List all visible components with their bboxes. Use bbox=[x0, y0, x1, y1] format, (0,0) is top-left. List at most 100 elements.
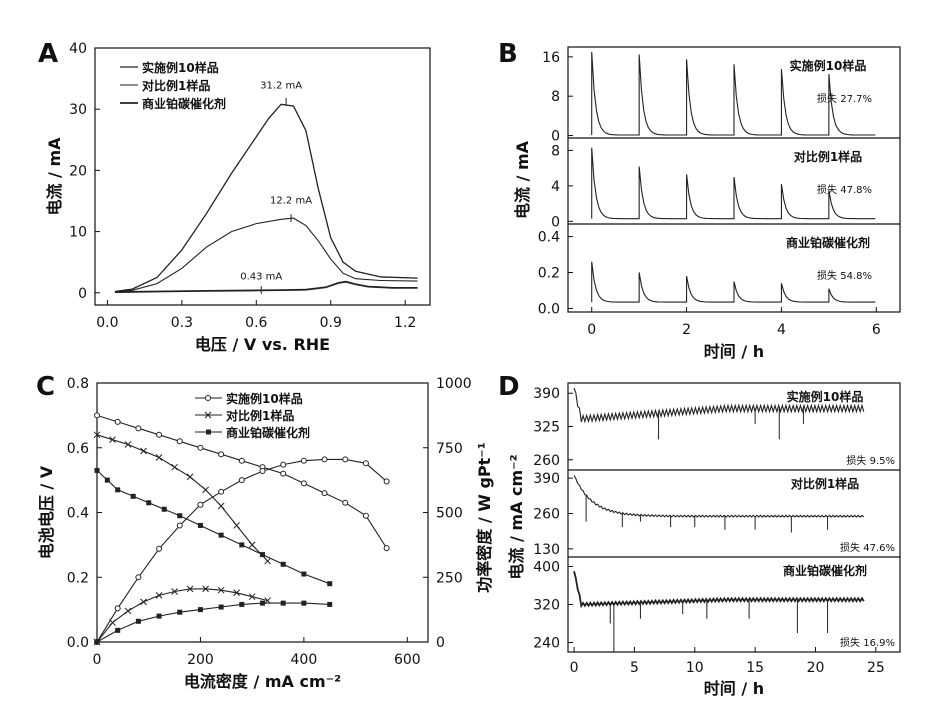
x-tick-label-d: 5 bbox=[630, 660, 639, 676]
data-point-c bbox=[342, 499, 349, 506]
data-point-c bbox=[218, 488, 225, 495]
y-axis-label-d: 电流 / mA cm⁻² bbox=[507, 454, 526, 579]
data-point-c bbox=[239, 542, 245, 548]
y-tick-label-b: 0 bbox=[551, 129, 560, 145]
x-tick-label-b: 0 bbox=[587, 322, 596, 338]
data-point-c bbox=[171, 588, 178, 595]
series-line-c-2 bbox=[96, 434, 269, 562]
x-tick-label-d: 20 bbox=[807, 660, 825, 676]
series-line-c-6 bbox=[96, 602, 330, 643]
data-point-c bbox=[233, 522, 240, 529]
y-tick-label-c: 0.8 bbox=[67, 376, 89, 392]
x-tick-label-b: 4 bbox=[777, 322, 786, 338]
data-point-c bbox=[140, 598, 147, 606]
data-point-c bbox=[171, 463, 178, 471]
x-tick-label-a: 0.3 bbox=[171, 315, 193, 331]
series-line-c-5 bbox=[96, 588, 268, 643]
data-point-c bbox=[177, 609, 183, 615]
x-tick-label-c: 600 bbox=[394, 652, 421, 668]
loss-label-b-3: 损失 54.8% bbox=[817, 269, 872, 282]
x-tick-label-b: 6 bbox=[872, 322, 881, 338]
legend-label-a-1: 实施例10样品 bbox=[142, 60, 219, 75]
data-point-c bbox=[362, 460, 369, 467]
data-point-c bbox=[280, 561, 286, 567]
data-point-c bbox=[327, 581, 333, 587]
panel-label-d: D bbox=[498, 372, 520, 402]
y-tick-label-b: 0.2 bbox=[538, 265, 560, 281]
plot-frame-b bbox=[567, 46, 901, 313]
y-tick-label-d: 400 bbox=[533, 560, 560, 576]
data-point-c bbox=[280, 600, 286, 606]
data-point-c bbox=[140, 447, 147, 455]
data-point-c bbox=[239, 601, 245, 607]
data-point-c bbox=[156, 431, 163, 438]
data-point-c bbox=[202, 486, 209, 494]
data-point-c bbox=[202, 585, 209, 593]
data-point-c bbox=[146, 500, 152, 506]
data-point-c bbox=[94, 467, 100, 473]
data-point-c bbox=[156, 545, 163, 552]
subplot-title-d-1: 实施例10样品 bbox=[787, 389, 864, 404]
legend-label-c-3: 商业铂碳催化剂 bbox=[226, 425, 310, 440]
series-line-a-2 bbox=[114, 217, 418, 293]
y-tick-label-b: 0.4 bbox=[538, 230, 560, 246]
data-point-c bbox=[248, 593, 256, 601]
data-point-c bbox=[321, 490, 328, 497]
data-point-c bbox=[301, 571, 307, 577]
data-point-c bbox=[176, 438, 183, 445]
data-point-c bbox=[238, 457, 245, 464]
y-tick-label-d: 325 bbox=[533, 420, 560, 436]
data-point-c bbox=[176, 522, 183, 529]
series-line-d-3 bbox=[573, 571, 865, 609]
y-tick-label-b: 0 bbox=[551, 214, 560, 230]
legend-marker-c bbox=[205, 395, 211, 401]
data-point-c bbox=[186, 473, 194, 481]
data-point-c bbox=[260, 600, 265, 606]
data-point-c bbox=[197, 444, 204, 451]
y-right-tick-label-c: 250 bbox=[436, 570, 463, 586]
data-point-c bbox=[135, 618, 141, 624]
x-tick-label-a: 0.6 bbox=[245, 315, 267, 331]
panel-label-a: A bbox=[38, 39, 58, 69]
y-tick-label-c: 0.0 bbox=[67, 635, 89, 651]
legend-label-a-3: 商业铂碳催化剂 bbox=[142, 96, 226, 111]
series-line-d-1 bbox=[573, 387, 865, 424]
y-tick-label-c: 0.2 bbox=[67, 570, 89, 586]
data-point-c bbox=[280, 461, 287, 468]
y-tick-label-d: 390 bbox=[533, 386, 560, 402]
data-point-c bbox=[115, 487, 121, 493]
annotation-a-2: 12.2 mA bbox=[270, 195, 312, 206]
loss-label-b-2: 损失 47.8% bbox=[817, 183, 872, 196]
y-tick-label-b: 4 bbox=[551, 179, 560, 195]
data-point-c bbox=[321, 456, 328, 463]
data-point-c bbox=[130, 493, 136, 499]
data-point-c bbox=[135, 425, 142, 432]
data-point-c bbox=[94, 639, 100, 645]
y-tick-label-a: 0 bbox=[78, 286, 87, 302]
annotation-a-1: 31.2 mA bbox=[260, 80, 302, 91]
y-tick-label-d: 320 bbox=[533, 598, 560, 614]
subplot-title-d-3: 商业铂碳催化剂 bbox=[783, 563, 867, 578]
series-line-a-1 bbox=[114, 103, 418, 293]
data-point-c bbox=[156, 613, 162, 619]
data-point-c bbox=[301, 600, 307, 606]
y-tick-label-d: 260 bbox=[533, 453, 560, 469]
data-point-c bbox=[218, 451, 225, 458]
data-point-c bbox=[260, 552, 265, 558]
y-right-tick-label-c: 750 bbox=[436, 441, 463, 457]
loss-label-d-2: 损失 47.6% bbox=[840, 541, 895, 554]
data-point-c bbox=[115, 627, 121, 633]
y-axis-label-b: 电流 / mA bbox=[513, 140, 532, 219]
data-point-c bbox=[124, 441, 132, 448]
data-point-c bbox=[218, 532, 224, 538]
x-tick-label-b: 2 bbox=[682, 322, 691, 338]
data-point-c bbox=[94, 412, 100, 419]
data-point-c bbox=[259, 468, 266, 475]
x-axis-label-b: 时间 / h bbox=[704, 342, 764, 361]
data-point-c bbox=[109, 436, 116, 444]
data-point-c bbox=[233, 589, 240, 597]
y-axis-label-c: 电池电压 / V bbox=[37, 465, 56, 559]
x-tick-label-c: 400 bbox=[291, 652, 318, 668]
x-tick-label-c: 200 bbox=[187, 652, 214, 668]
data-point-c bbox=[217, 502, 225, 510]
